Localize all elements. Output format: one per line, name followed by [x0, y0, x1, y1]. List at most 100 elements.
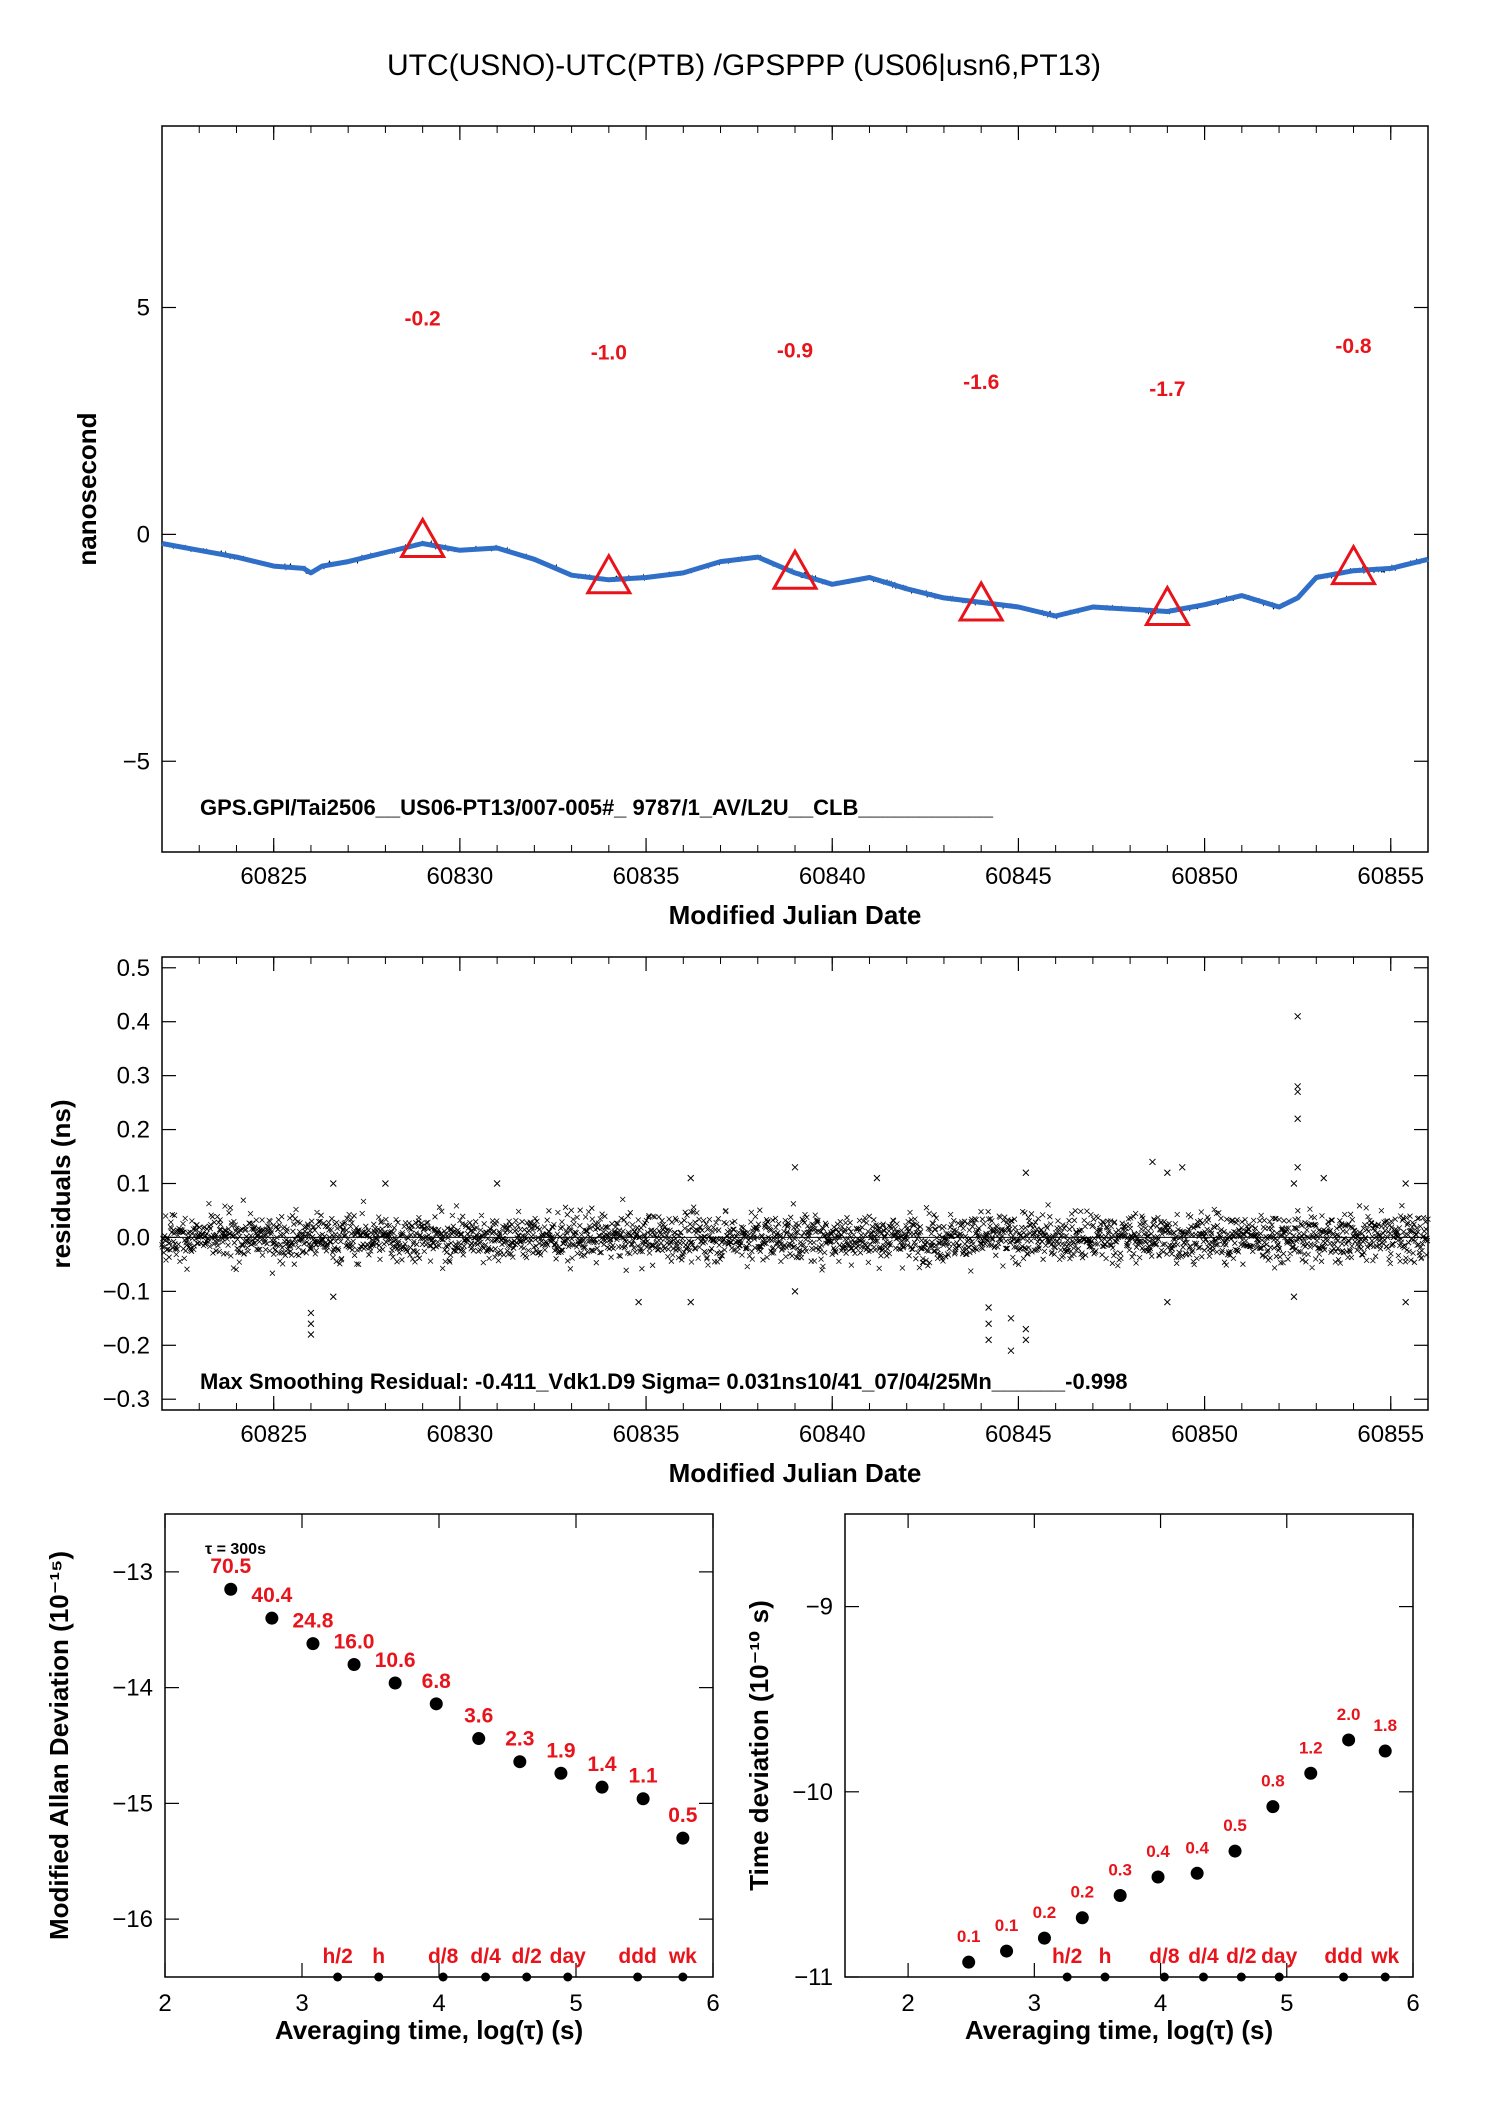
triangle-marker	[1143, 584, 1191, 627]
deviation-point	[388, 1676, 402, 1690]
x-axis-label: Averaging time, log(τ) (s)	[275, 2015, 583, 2045]
deviation-point	[676, 1831, 690, 1845]
outlier-point	[1163, 1169, 1171, 1177]
deviation-point	[429, 1697, 443, 1711]
p4-xtick-label: 4	[1154, 1990, 1167, 2017]
deviation-value-label: 24.8	[293, 1610, 334, 1633]
baseline-marker	[678, 1972, 688, 1982]
baseline-marker	[1198, 1972, 1208, 1982]
p3-xtick-label: 5	[569, 1990, 582, 2017]
outlier-point	[1320, 1174, 1328, 1182]
p1-xtick-label: 60830	[427, 863, 494, 890]
baseline-label: h/2	[1052, 1945, 1082, 1968]
deviation-point	[306, 1637, 320, 1651]
p3-xtick-label: 4	[432, 1990, 445, 2017]
p4-xtick-label: 6	[1406, 1990, 1419, 2017]
residual-annotation: Max Smoothing Residual: -0.411_Vdk1.D9 S…	[200, 1369, 1128, 1394]
outlier-point	[1007, 1314, 1015, 1322]
p1-xtick-label: 60845	[985, 863, 1052, 890]
y-axis-label: Modified Allan Deviation (10⁻¹⁵)	[44, 1551, 74, 1940]
deviation-point	[1342, 1733, 1356, 1747]
p3-ytick-label: −15	[112, 1790, 153, 1817]
p2-ytick-label: 0.4	[117, 1009, 150, 1036]
time-deviation-panel: 2 3 4 5 6 −9 −10 −11 Averaging time, log(τ) (s) T…	[744, 1513, 1420, 2045]
deviation-value-label: 40.4	[251, 1584, 292, 1607]
deviation-value-label: 2.3	[505, 1728, 534, 1751]
residuals-panel: 60825 60830 60835 60840 60845 60850 60855 0.5 0.…	[46, 955, 1431, 1488]
outlier-point	[1178, 1163, 1186, 1171]
baseline-marker	[1236, 1972, 1246, 1982]
p2-ytick-label: 0.5	[117, 955, 150, 982]
p1-ytick-label: 0	[137, 521, 150, 548]
baseline-label: d/8	[428, 1945, 459, 1968]
p2-ytick-label: −0.3	[103, 1386, 150, 1413]
p2-xtick-label: 60830	[427, 1421, 494, 1448]
outlier-point	[985, 1336, 992, 1344]
baseline-marker	[1062, 1972, 1072, 1982]
outlier-point	[1294, 1088, 1302, 1096]
deviation-point	[513, 1755, 527, 1769]
outlier-point	[1294, 1012, 1302, 1020]
deviation-value-label: 0.5	[668, 1804, 698, 1827]
outlier-point	[493, 1180, 501, 1187]
baseline-label: d/2	[1226, 1945, 1256, 1968]
deviation-point	[1190, 1866, 1204, 1880]
marker-value-label: -0.2	[405, 308, 441, 331]
marker-value-label: -1.0	[591, 342, 627, 365]
plot-frame	[844, 1513, 1414, 1978]
baseline-marker	[1274, 1972, 1284, 1982]
p1-xtick-label: 60835	[613, 863, 680, 890]
deviation-value-label: 1.2	[1299, 1738, 1323, 1757]
baseline-label: wk	[668, 1945, 697, 1968]
p2-xtick-label: 60850	[1171, 1421, 1238, 1448]
p2-ytick-label: −0.1	[103, 1278, 150, 1305]
baseline-marker	[1339, 1972, 1349, 1982]
baseline-label: day	[550, 1945, 587, 1968]
p1-xtick-label: 60850	[1171, 863, 1238, 890]
p2-ytick-label: 0.1	[117, 1171, 150, 1198]
deviation-point	[1228, 1844, 1242, 1858]
deviation-value-label: 10.6	[375, 1649, 416, 1672]
baseline-marker	[481, 1972, 491, 1982]
deviation-point	[472, 1732, 486, 1746]
p2-xtick-label: 60835	[613, 1421, 680, 1448]
deviation-value-label: 0.1	[995, 1916, 1019, 1935]
y-axis-label: residuals (ns)	[46, 1099, 76, 1268]
deviation-point	[347, 1657, 361, 1671]
x-axis-label: Modified Julian Date	[669, 900, 922, 930]
y-axis-label: Time deviation (10⁻¹⁰ s)	[744, 1600, 774, 1890]
baseline-label: wk	[1370, 1945, 1399, 1968]
p3-xtick-label: 2	[158, 1990, 171, 2017]
deviation-point	[1075, 1911, 1089, 1925]
triangle-marker	[771, 548, 819, 590]
baseline-label: day	[1261, 1945, 1298, 1968]
p3-ytick-label: −14	[112, 1675, 153, 1702]
x-axis-label: Modified Julian Date	[669, 1458, 922, 1488]
deviation-value-label: 1.1	[629, 1765, 659, 1788]
outlier-point	[1022, 1336, 1030, 1344]
deviation-point	[554, 1766, 568, 1780]
modified-allan-deviation-panel: 2 3 4 5 6 −13 −14 −15 −16 Averaging time, log(τ) …	[44, 1513, 720, 2045]
triangle-marker	[957, 579, 1005, 622]
baseline-label: d/2	[512, 1945, 542, 1968]
outlier-point	[307, 1331, 315, 1338]
plot-frame	[161, 956, 1429, 1411]
baseline-label: h/2	[322, 1945, 352, 1968]
deviation-point	[636, 1792, 650, 1806]
baseline-marker	[1380, 1972, 1390, 1982]
deviation-value-label: 0.2	[1070, 1883, 1094, 1902]
deviation-value-label: 16.0	[334, 1630, 375, 1653]
p4-xtick-label: 5	[1280, 1990, 1293, 2017]
residual-points	[159, 1196, 1431, 1276]
p3-xtick-label: 3	[295, 1990, 308, 2017]
deviation-point	[224, 1582, 238, 1596]
outlier-point	[307, 1309, 315, 1317]
deviation-point	[1304, 1766, 1318, 1780]
plot-frame	[164, 1513, 714, 1978]
baseline-label: d/8	[1149, 1945, 1180, 1968]
p2-ytick-label: −0.2	[103, 1332, 150, 1359]
deviation-value-label: 3.6	[464, 1705, 493, 1728]
outlier-point	[635, 1298, 642, 1306]
p3-ytick-label: −16	[112, 1906, 153, 1933]
